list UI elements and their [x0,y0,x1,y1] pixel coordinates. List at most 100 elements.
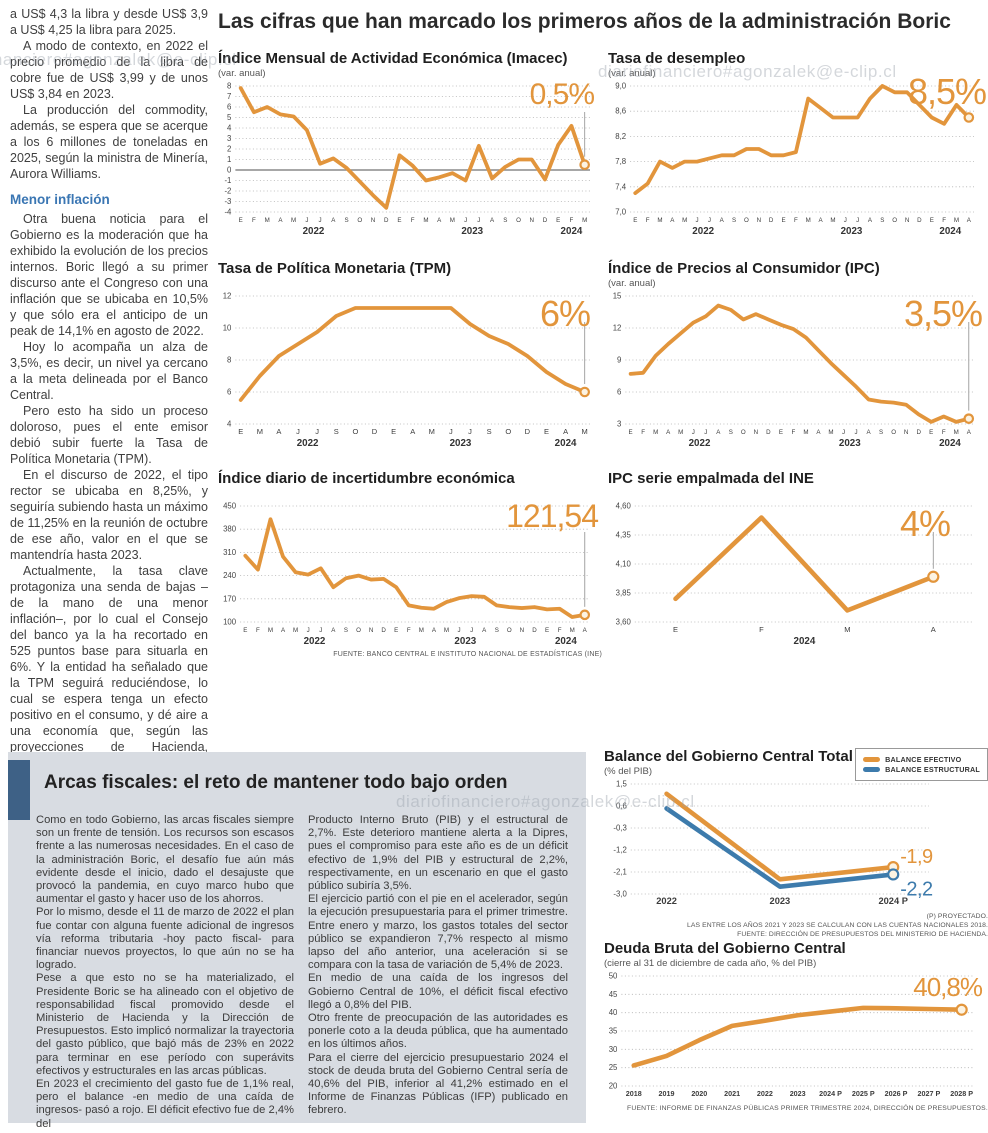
fiscal-column-2: Producto Interno Bruto (PIB) y el estruc… [308,814,568,1118]
svg-text:M: M [444,627,449,634]
svg-text:4,60: 4,60 [616,502,632,511]
paragraph: Por lo mismo, desde el 11 de marzo de 20… [36,906,294,972]
svg-text:2024: 2024 [794,636,816,647]
svg-text:2025 P: 2025 P [852,1089,875,1098]
svg-text:E: E [929,429,933,436]
legend-label: BALANCE EFECTIVO [885,754,962,764]
svg-text:M: M [954,429,959,436]
paragraph: a US$ 4,3 la libra y desde US$ 3,9 a US$… [10,7,208,37]
svg-text:2022: 2022 [757,1089,773,1098]
svg-text:A: A [482,627,487,634]
svg-text:3,60: 3,60 [616,618,632,627]
svg-text:A: A [868,217,873,224]
svg-text:2024: 2024 [555,438,577,449]
svg-text:J: J [692,429,695,436]
balance-plot: 1,5 0,6 -0,3 -1,2 -2,1 -3,0 2022 2023 2024 P -1,9… [613,780,933,907]
article-paragraphs-bottom: Otra buena noticia para el Gobierno es l… [10,211,208,771]
svg-text:M: M [657,217,662,224]
svg-text:3: 3 [617,420,621,429]
svg-text:E: E [545,627,549,634]
svg-text:45: 45 [609,990,618,999]
svg-text:A: A [666,429,671,436]
svg-text:380: 380 [223,525,237,534]
svg-text:S: S [344,217,348,224]
watermark: diariofinanciero#agonzalek@e-clip.cl [598,62,897,81]
svg-text:J: J [315,427,319,436]
svg-text:2023: 2023 [790,1089,806,1098]
svg-text:D: D [381,627,386,634]
fiscal-column-1: Como en todo Gobierno, las arcas fiscale… [36,814,294,1131]
svg-text:170: 170 [223,594,237,603]
svg-text:-3,0: -3,0 [613,890,627,899]
svg-text:2023: 2023 [841,226,863,237]
desempleo-plot: 9,08,68,27,87,47,0E F M A M J J A S O N D E F M A M J J A S O… [615,82,975,237]
watermark: diariofinanciero#agonzalek@e-clip.cl [0,50,237,69]
svg-text:A: A [967,217,972,224]
svg-text:F: F [942,429,946,436]
svg-text:J: J [305,217,308,224]
svg-text:5: 5 [227,113,232,122]
paragraph: Otra buena noticia para el Gobierno es l… [10,212,208,338]
svg-text:F: F [794,217,798,224]
svg-text:E: E [391,427,396,436]
svg-text:2022: 2022 [692,226,714,237]
svg-text:J: J [470,627,473,634]
svg-text:O: O [744,217,749,224]
svg-text:F: F [252,217,256,224]
svg-text:E: E [243,627,247,634]
svg-text:A: A [563,427,568,436]
svg-text:F: F [570,217,574,224]
svg-text:7,8: 7,8 [615,157,626,166]
svg-text:J: J [477,217,480,224]
svg-text:100: 100 [223,618,237,627]
svg-text:J: J [856,217,859,224]
svg-text:1,5: 1,5 [616,780,628,789]
svg-text:30: 30 [609,1045,618,1054]
svg-text:J: J [449,427,453,436]
svg-text:M: M [653,429,658,436]
chart-title: IPC serie empalmada del INE [608,470,814,487]
svg-text:M: M [450,217,455,224]
paragraph: Para el cierre del ejercicio presupuesta… [308,1051,568,1117]
svg-text:A: A [867,429,872,436]
svg-text:-1: -1 [224,176,231,185]
svg-text:N: N [369,627,373,634]
svg-text:D: D [525,427,531,436]
svg-text:A: A [331,627,336,634]
svg-text:2023: 2023 [450,438,472,449]
svg-text:J: J [855,429,858,436]
chart-subtitle: (var. anual) [608,278,656,289]
chart-title: Balance del Gobierno Central Total [604,748,853,765]
svg-text:8,6: 8,6 [615,107,626,116]
svg-text:A: A [437,217,442,224]
svg-text:2023: 2023 [454,636,476,647]
source-note: FUENTE: INFORME DE FINANZAS PÚBLICAS PRI… [626,1105,988,1112]
big-value-label: 6% [539,293,591,334]
svg-text:8,2: 8,2 [615,132,626,141]
svg-text:E: E [544,427,549,436]
svg-text:O: O [357,217,362,224]
svg-text:2028 P: 2028 P [950,1089,973,1098]
svg-text:A: A [410,427,415,436]
svg-text:2027 P: 2027 P [917,1089,940,1098]
svg-text:M: M [830,217,835,224]
svg-text:F: F [411,217,415,224]
svg-text:D: D [532,627,537,634]
svg-text:A: A [281,627,286,634]
svg-text:4,35: 4,35 [616,531,632,540]
svg-text:O: O [356,627,361,634]
svg-text:2024: 2024 [939,438,961,449]
svg-text:6: 6 [617,388,621,397]
svg-text:N: N [905,217,909,224]
chart-subtitle: (var. anual) [218,68,266,79]
svg-text:2024: 2024 [939,226,961,237]
svg-text:E: E [673,625,678,634]
svg-text:35: 35 [609,1027,618,1036]
big-value-label: 40,8% [913,972,983,1002]
svg-text:J: J [708,217,711,224]
svg-text:2024 P: 2024 P [819,1089,842,1098]
fiscal-accent-bar [8,760,30,820]
svg-text:M: M [423,217,428,224]
svg-text:-1,9: -1,9 [900,846,933,868]
svg-text:M: M [570,627,575,634]
